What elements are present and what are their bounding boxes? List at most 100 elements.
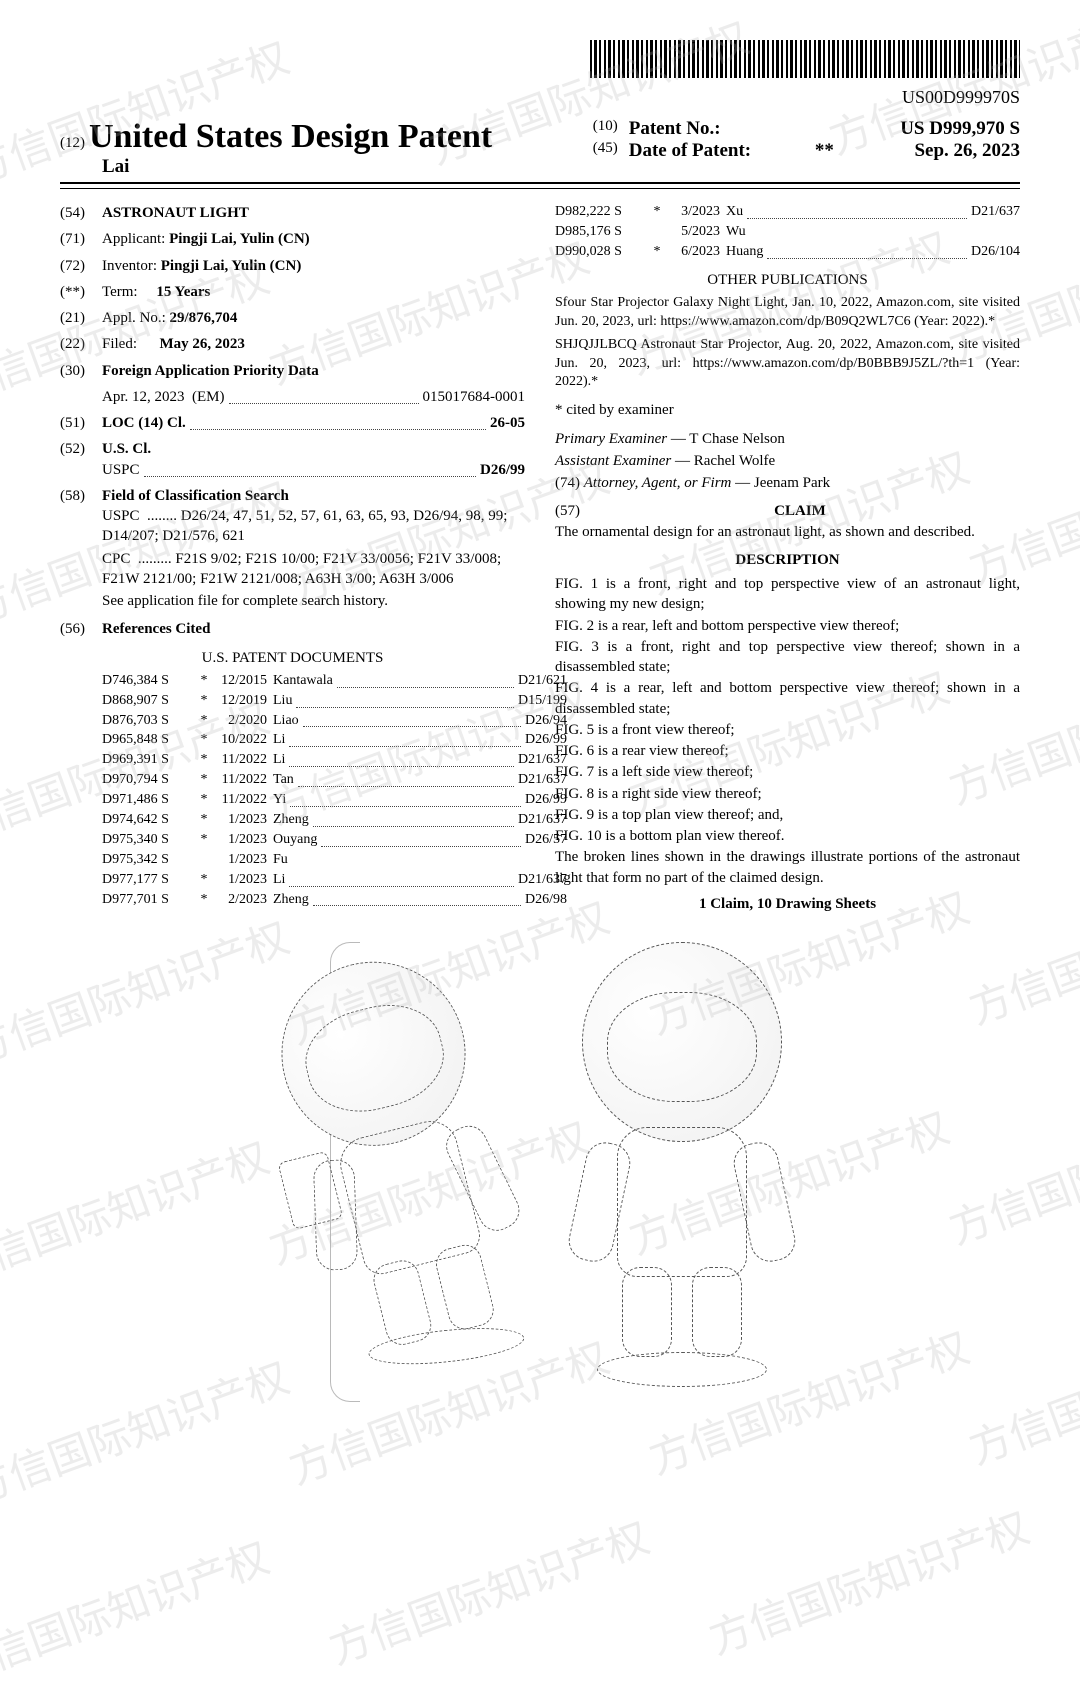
ref-row: D977,177 S*1/2023LiD21/637: [102, 871, 567, 890]
doc-code: (12): [60, 135, 85, 152]
pn-val: US D999,970 S: [839, 118, 1020, 140]
foreign-code: (30): [60, 361, 102, 381]
right-column: D982,222 S*3/2023XuD21/637D985,176 S5/20…: [555, 203, 1020, 914]
fig-desc: FIG. 10 is a bottom plan view thereof.: [555, 826, 1020, 846]
term-code: (**): [60, 282, 102, 302]
search-uspc-prefix: USPC ........: [102, 508, 177, 524]
patent-id: US00D999970S: [60, 87, 1020, 108]
atty-val: Jeenam Park: [754, 475, 830, 491]
watermark: 方信国际知识产权: [700, 1494, 1037, 1666]
header-rule: [60, 188, 1020, 189]
ref-row: D969,391 S*11/2022LiD21/637: [102, 751, 567, 770]
fig-desc: FIG. 4 is a rear, left and bottom perspe…: [555, 678, 1020, 719]
foreign-num: 015017684-0001: [423, 387, 526, 407]
inventor-label: Inventor:: [102, 258, 157, 274]
ref-row: D876,703 S*2/2020LiaoD26/94: [102, 712, 567, 731]
filed-label: Filed:: [102, 336, 137, 352]
uspc-val: D26/99: [480, 460, 525, 480]
filed-code: (22): [60, 334, 102, 354]
dp-label: Date of Patent:: [629, 140, 810, 162]
title-val: ASTRONAUT LIGHT: [102, 203, 525, 223]
appl-code: (21): [60, 308, 102, 328]
foreign-auth: (EM): [192, 387, 225, 407]
ref-row: D985,176 S5/2023Wu: [555, 223, 1020, 242]
foreign-label: Foreign Application Priority Data: [102, 361, 525, 381]
barcode: [590, 40, 1020, 78]
pe-label: Primary Examiner: [555, 431, 667, 447]
pn-code: (10): [593, 118, 629, 140]
ref-row: D977,701 S*2/2023ZhengD26/98: [102, 891, 567, 910]
figure-area: [60, 932, 1020, 1442]
ref-row: D990,028 S*6/2023HuangD26/104: [555, 243, 1020, 262]
barcode-row: [60, 40, 1020, 83]
refs-table-cont: D982,222 S*3/2023XuD21/637D985,176 S5/20…: [555, 203, 1020, 262]
ref-label: References Cited: [102, 619, 210, 639]
ref-row: D975,342 S1/2023Fu: [102, 851, 567, 870]
loc-val: 26-05: [490, 413, 525, 433]
pub1: Sfour Star Projector Galaxy Night Light,…: [555, 294, 1020, 332]
cited-note: * cited by examiner: [555, 400, 1020, 420]
uscl-label: U.S. Cl.: [102, 439, 151, 459]
ref-row: D974,642 S*1/2023ZhengD21/637: [102, 811, 567, 830]
search-cpc-prefix: CPC .........: [102, 551, 172, 567]
claim-code: (57): [555, 501, 580, 521]
atty-label: Attorney, Agent, or Firm: [584, 475, 732, 491]
main-title: United States Design Patent: [89, 118, 492, 155]
pub2: SHJQJJLBCQ Astronaut Star Projector, Aug…: [555, 336, 1020, 393]
ae-val: Rachel Wolfe: [694, 453, 775, 469]
astronaut-figure-1: [242, 929, 554, 1375]
dp-val: Sep. 26, 2023: [839, 140, 1020, 162]
other-pub-heading: OTHER PUBLICATIONS: [555, 270, 1020, 290]
fig-desc: FIG. 3 is a front, right and top perspec…: [555, 637, 1020, 678]
loc-label: LOC (14) Cl.: [102, 413, 186, 433]
ref-code: (56): [60, 619, 102, 639]
broken-note: The broken lines shown in the drawings i…: [555, 847, 1020, 888]
ref-heading: U.S. PATENT DOCUMENTS: [60, 648, 525, 668]
fig-desc: FIG. 5 is a front view thereof;: [555, 720, 1020, 740]
claim-heading: CLAIM: [774, 503, 826, 519]
term-val: 15 Years: [156, 284, 210, 300]
filed-val: May 26, 2023: [160, 336, 245, 352]
ref-row: D970,794 S*11/2022TanD21/637: [102, 771, 567, 790]
uscl-code: (52): [60, 439, 102, 459]
fig-desc: FIG. 8 is a right side view thereof;: [555, 784, 1020, 804]
dp-stars: **: [809, 140, 839, 162]
inventor-surname: Lai: [102, 156, 573, 178]
loc-code: (51): [60, 413, 102, 433]
applicant-code: (71): [60, 229, 102, 249]
applicant-val: Pingji Lai, Yulin (CN): [169, 231, 310, 247]
left-column: (54) ASTRONAUT LIGHT (71) Applicant: Pin…: [60, 203, 525, 914]
claim-text: The ornamental design for an astronaut l…: [555, 522, 1020, 542]
header-block: (12) United States Design Patent Lai (10…: [60, 118, 1020, 184]
ref-row: D746,384 S*12/2015KantawalaD21/621: [102, 672, 567, 691]
uspc-label: USPC: [102, 460, 140, 480]
watermark: 方信国际知识产权: [0, 1524, 276, 1696]
fig-desc: FIG. 6 is a rear view thereof;: [555, 741, 1020, 761]
ref-row: D982,222 S*3/2023XuD21/637: [555, 203, 1020, 222]
search-code: (58): [60, 486, 102, 506]
claim-count: 1 Claim, 10 Drawing Sheets: [555, 894, 1020, 914]
ref-row: D868,907 S*12/2019LiuD15/199: [102, 692, 567, 711]
title-code: (54): [60, 203, 102, 223]
astronaut-figure-2: [562, 932, 802, 1372]
ref-row: D965,848 S*10/2022LiD26/99: [102, 731, 567, 750]
foreign-date: Apr. 12, 2023: [102, 387, 185, 407]
appl-val: 29/876,704: [170, 310, 238, 326]
fig-desc: FIG. 1 is a front, right and top perspec…: [555, 574, 1020, 615]
search-label: Field of Classification Search: [102, 486, 289, 506]
watermark: 方信国际知识产权: [320, 1504, 657, 1676]
appl-label: Appl. No.:: [102, 310, 166, 326]
fig-desc: FIG. 2 is a rear, left and bottom perspe…: [555, 616, 1020, 636]
applicant-label: Applicant:: [102, 231, 165, 247]
term-label: Term:: [102, 284, 138, 300]
fig-desc: FIG. 9 is a top plan view thereof; and,: [555, 805, 1020, 825]
pe-val: T Chase Nelson: [689, 431, 785, 447]
desc-heading: DESCRIPTION: [555, 550, 1020, 570]
fig-desc: FIG. 7 is a left side view thereof;: [555, 762, 1020, 782]
ae-label: Assistant Examiner: [555, 453, 671, 469]
figs-list: FIG. 1 is a front, right and top perspec…: [555, 574, 1020, 846]
dp-code: (45): [593, 140, 629, 162]
inventor-code: (72): [60, 256, 102, 276]
atty-code: (74): [555, 475, 580, 491]
columns: (54) ASTRONAUT LIGHT (71) Applicant: Pin…: [60, 203, 1020, 914]
